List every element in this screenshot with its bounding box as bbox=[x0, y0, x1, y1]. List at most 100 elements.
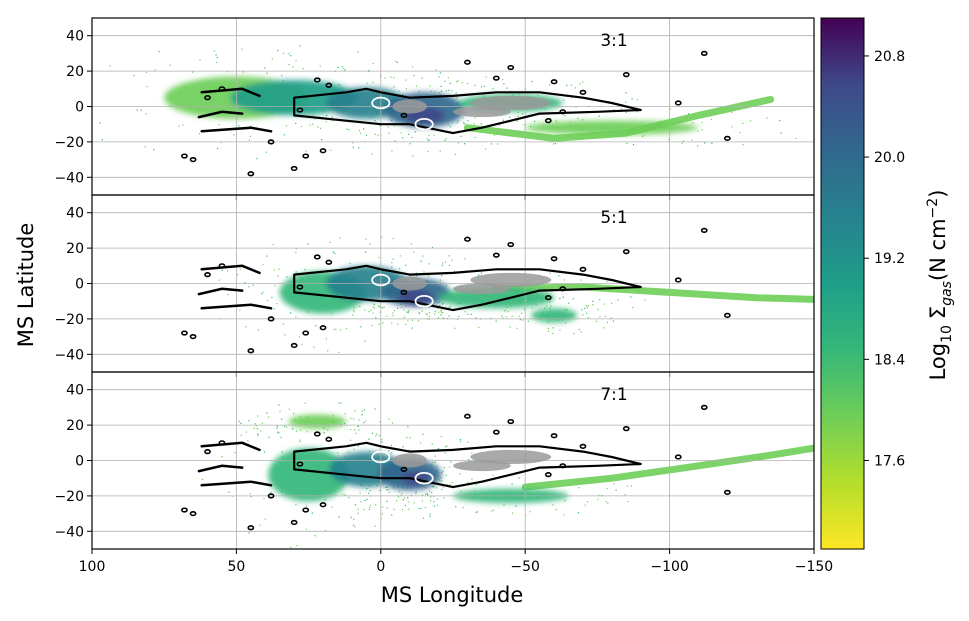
speckle-point bbox=[270, 491, 272, 493]
speckle-point bbox=[446, 484, 448, 486]
speckle-point bbox=[434, 91, 436, 93]
speckle-point bbox=[359, 492, 361, 494]
speckle-point bbox=[511, 483, 513, 485]
speckle-point bbox=[455, 506, 457, 508]
speckle-point bbox=[597, 498, 599, 500]
speckle-point bbox=[248, 139, 250, 141]
speckle-point bbox=[549, 84, 551, 86]
speckle-point bbox=[403, 497, 406, 499]
island-contour bbox=[464, 236, 471, 242]
speckle-point bbox=[448, 89, 450, 91]
density-blob bbox=[525, 120, 699, 135]
speckle-point bbox=[502, 119, 504, 121]
speckle-point bbox=[293, 413, 295, 415]
speckle-point bbox=[467, 120, 469, 122]
speckle-point bbox=[353, 309, 355, 311]
gray-contour bbox=[392, 276, 428, 291]
speckle-point bbox=[295, 251, 297, 254]
speckle-point bbox=[476, 511, 479, 513]
speckle-point bbox=[450, 461, 452, 463]
speckle-point bbox=[403, 309, 405, 311]
speckle-point bbox=[426, 313, 428, 316]
speckle-point bbox=[434, 461, 436, 464]
island-contour bbox=[579, 266, 587, 272]
speckle-point bbox=[412, 155, 414, 157]
speckle-point bbox=[474, 117, 476, 119]
speckle-point bbox=[697, 145, 699, 147]
speckle-point bbox=[393, 508, 395, 510]
speckle-point bbox=[309, 124, 311, 126]
speckle-point bbox=[384, 487, 387, 489]
island-contour bbox=[313, 77, 321, 83]
speckle-point bbox=[335, 328, 337, 331]
speckle-point bbox=[416, 275, 418, 277]
speckle-point bbox=[368, 311, 370, 313]
speckle-point bbox=[374, 120, 376, 122]
speckle-point bbox=[636, 99, 639, 101]
speckle-point bbox=[277, 275, 279, 277]
speckle-point bbox=[470, 313, 472, 315]
speckle-point bbox=[575, 106, 577, 108]
speckle-point bbox=[278, 432, 280, 434]
speckle-point bbox=[559, 297, 561, 300]
speckle-point bbox=[407, 320, 409, 322]
speckle-point bbox=[405, 264, 407, 266]
speckle-point bbox=[502, 317, 504, 319]
speckle-point bbox=[408, 449, 410, 451]
speckle-point bbox=[457, 318, 459, 320]
island-contour bbox=[559, 286, 567, 292]
speckle-point bbox=[626, 142, 628, 144]
speckle-point bbox=[368, 438, 370, 440]
island-contour bbox=[181, 153, 188, 159]
speckle-point bbox=[352, 314, 354, 316]
speckle-point bbox=[325, 121, 327, 123]
speckle-point bbox=[415, 493, 417, 495]
speckle-point bbox=[587, 305, 589, 307]
speckle-point bbox=[347, 451, 350, 453]
speckle-point bbox=[363, 422, 365, 424]
speckle-point bbox=[492, 474, 494, 476]
speckle-point bbox=[242, 71, 244, 73]
speckle-point bbox=[697, 130, 699, 132]
speckle-point bbox=[392, 238, 394, 240]
y-tick-label: 20 bbox=[66, 418, 84, 434]
speckle-point bbox=[605, 501, 607, 503]
speckle-point bbox=[290, 312, 292, 314]
speckle-point bbox=[603, 327, 605, 329]
speckle-point bbox=[430, 496, 432, 498]
speckle-point bbox=[329, 241, 331, 243]
island-contour bbox=[622, 72, 630, 78]
speckle-point bbox=[348, 129, 350, 131]
speckle-point bbox=[643, 135, 645, 137]
speckle-point bbox=[215, 54, 217, 56]
speckle-point bbox=[394, 125, 396, 127]
speckle-point bbox=[279, 410, 281, 413]
speckle-point bbox=[352, 146, 354, 148]
colorbar-ticks: 17.6 18.4 19.2 20.0 20.8 bbox=[864, 49, 905, 470]
speckle-point bbox=[353, 518, 355, 520]
speckle-point bbox=[503, 504, 505, 506]
speckle-point bbox=[407, 311, 409, 313]
white-contour bbox=[371, 96, 391, 110]
speckle-point bbox=[379, 489, 381, 492]
speckle-point bbox=[415, 272, 417, 274]
island-contour bbox=[302, 507, 310, 513]
speckle-point bbox=[493, 134, 496, 136]
speckle-point bbox=[401, 94, 403, 96]
speckle-point bbox=[632, 144, 635, 146]
speckle-point bbox=[392, 312, 394, 314]
speckle-point bbox=[449, 484, 451, 486]
speckle-point bbox=[305, 528, 308, 530]
speckle-point bbox=[361, 414, 363, 416]
speckle-point bbox=[641, 135, 643, 137]
speckle-point bbox=[406, 437, 408, 439]
speckle-point bbox=[420, 507, 422, 510]
speckle-point bbox=[260, 430, 262, 432]
speckle-point bbox=[266, 72, 268, 74]
speckle-point bbox=[596, 320, 598, 322]
speckle-point bbox=[388, 418, 390, 420]
speckle-point bbox=[604, 315, 607, 317]
speckle-point bbox=[682, 140, 684, 142]
speckle-point bbox=[449, 126, 452, 128]
island-contour bbox=[325, 436, 333, 442]
